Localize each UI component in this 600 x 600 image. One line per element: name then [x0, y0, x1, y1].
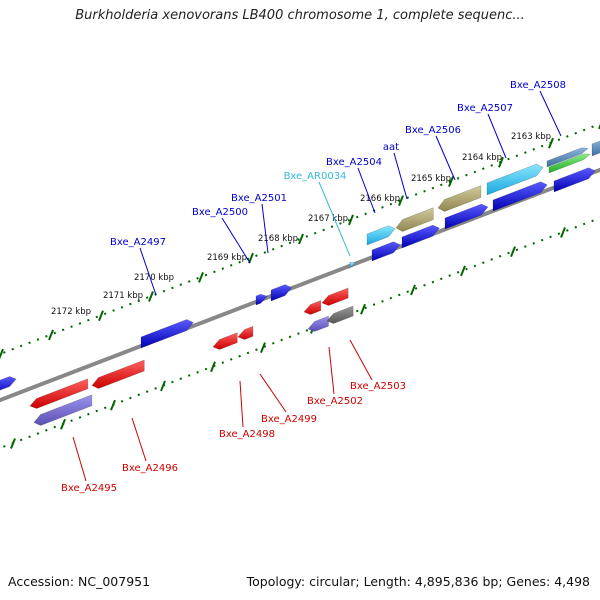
major-tick — [48, 329, 54, 341]
gene-block[interactable] — [91, 359, 145, 389]
major-tick — [98, 310, 104, 322]
gene-block[interactable] — [307, 315, 329, 332]
major-tick — [498, 156, 504, 168]
label-connector — [239, 380, 244, 428]
label-connector — [221, 217, 251, 264]
label-connector — [393, 152, 408, 200]
major-tick — [398, 195, 404, 207]
major-tick — [510, 246, 516, 258]
tick-label: 2172 kbp — [51, 307, 91, 317]
gene-block[interactable] — [270, 284, 293, 302]
major-tick — [210, 361, 216, 373]
gene-block[interactable] — [591, 139, 600, 157]
major-tick — [348, 214, 354, 226]
tick-label: 2165 kbp — [411, 174, 451, 184]
gene-label-forward[interactable]: Bxe_A2501 — [231, 193, 287, 204]
gene-label-forward[interactable]: Bxe_A2507 — [457, 103, 513, 114]
upper-tick-track — [0, 122, 600, 356]
lower-tick-track — [0, 216, 600, 450]
label-connector — [435, 135, 456, 181]
major-tick — [148, 291, 154, 302]
gene-block[interactable] — [371, 241, 401, 262]
gene-label-reverse[interactable]: Bxe_A2498 — [219, 429, 275, 440]
gene-block[interactable] — [255, 293, 268, 306]
rna-block[interactable] — [348, 261, 357, 269]
label-connector — [357, 167, 376, 214]
gene-label-reverse[interactable]: Bxe_A2496 — [122, 463, 178, 474]
major-tick — [548, 137, 554, 149]
gene-block[interactable] — [553, 167, 596, 193]
genome-summary-text: Topology: circular; Length: 4,895,836 bp… — [246, 574, 590, 589]
major-tick — [10, 438, 16, 449]
gene-block[interactable] — [437, 185, 482, 212]
major-tick — [448, 176, 454, 187]
gene-block[interactable] — [486, 163, 544, 196]
gene-block[interactable] — [492, 181, 548, 212]
gene-block[interactable] — [140, 319, 194, 349]
gene-block[interactable] — [548, 153, 591, 174]
label-connector — [259, 373, 287, 413]
map-title: Burkholderia xenovorans LB400 chromosome… — [75, 8, 525, 23]
label-connector — [139, 247, 157, 296]
label-connector — [328, 346, 335, 395]
tick-label: 2163 kbp — [511, 132, 551, 142]
label-connector — [72, 436, 87, 482]
major-tick — [460, 265, 466, 277]
label-connector — [131, 417, 147, 462]
gene-label-forward[interactable]: Bxe_A2497 — [110, 237, 166, 248]
gene-block[interactable] — [546, 147, 589, 168]
gene-block[interactable] — [444, 203, 489, 230]
tick-label: 2166 kbp — [360, 194, 400, 204]
gene-block[interactable] — [395, 207, 434, 232]
label-connector — [261, 203, 269, 254]
gene-label-forward[interactable]: Bxe_A2508 — [510, 80, 566, 91]
gene-block[interactable] — [321, 287, 349, 306]
gene-block[interactable] — [303, 300, 322, 315]
accession-text: Accession: NC_007951 — [8, 574, 151, 589]
major-tick — [248, 252, 254, 264]
gene-label-reverse[interactable]: Bxe_A2495 — [61, 483, 117, 494]
gene-label-forward[interactable]: Bxe_A2506 — [405, 125, 461, 136]
major-tick — [298, 233, 304, 245]
tick-label: 2169 kbp — [207, 253, 247, 263]
tick-label: 2167 kbp — [308, 214, 348, 224]
major-tick — [260, 342, 266, 353]
major-tick — [0, 348, 4, 360]
tick-label: 2171 kbp — [103, 291, 143, 301]
major-tick — [360, 303, 366, 315]
gene-block[interactable] — [366, 225, 396, 246]
label-connector — [349, 339, 373, 381]
tick-label: 2170 kbp — [134, 273, 174, 283]
gene-block[interactable] — [33, 394, 93, 426]
gene-label-forward[interactable]: Bxe_AR0034 — [284, 171, 347, 182]
label-connector — [487, 113, 507, 159]
gene-label-reverse[interactable]: Bxe_A2499 — [261, 414, 317, 425]
gene-label-reverse[interactable]: Bxe_A2503 — [350, 381, 406, 392]
gene-block[interactable] — [401, 224, 440, 249]
gene-label-reverse[interactable]: Bxe_A2502 — [307, 396, 363, 407]
gene-block[interactable] — [0, 376, 17, 394]
major-tick — [410, 284, 416, 296]
gene-block[interactable] — [212, 332, 238, 350]
major-tick — [560, 227, 566, 238]
tick-label: 2164 kbp — [462, 153, 502, 163]
tick-label: 2168 kbp — [258, 234, 298, 244]
gene-label-forward[interactable]: Bxe_A2504 — [326, 157, 382, 168]
major-tick — [60, 418, 66, 430]
major-tick — [110, 399, 116, 411]
label-connector — [318, 181, 351, 257]
gene-block[interactable] — [237, 325, 254, 340]
major-tick — [198, 271, 204, 283]
gene-block[interactable] — [326, 305, 354, 324]
gene-label-forward[interactable]: aat — [383, 142, 399, 153]
gene-block[interactable] — [29, 378, 89, 409]
gene-label-forward[interactable]: Bxe_A2500 — [192, 207, 248, 218]
major-tick — [160, 380, 166, 392]
label-connector — [539, 90, 562, 137]
